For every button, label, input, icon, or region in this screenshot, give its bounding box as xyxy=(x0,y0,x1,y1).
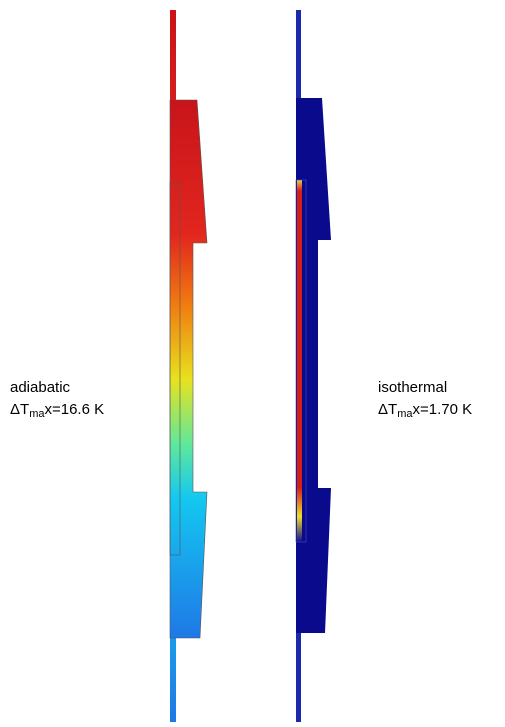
subscript: ma xyxy=(29,408,45,420)
body xyxy=(296,98,331,633)
panel-label: adiabatic xyxy=(10,379,71,396)
hot-strip xyxy=(297,180,302,542)
inner-outline xyxy=(295,179,307,543)
delta: ΔT xyxy=(10,401,29,418)
panel-label: isothermal xyxy=(378,379,447,396)
adiabatic-field xyxy=(169,10,208,722)
isothermal-field xyxy=(295,10,331,722)
delta-t-max: ΔTmax=16.6 K xyxy=(10,401,104,420)
body xyxy=(169,99,208,639)
delta-t-max: ΔTmax=1.70 K xyxy=(378,401,472,420)
value: x=16.6 K xyxy=(44,401,104,418)
inner-outline xyxy=(169,181,181,556)
delta: ΔT xyxy=(378,401,397,418)
subscript: ma xyxy=(397,408,413,420)
value: x=1.70 K xyxy=(412,401,472,418)
